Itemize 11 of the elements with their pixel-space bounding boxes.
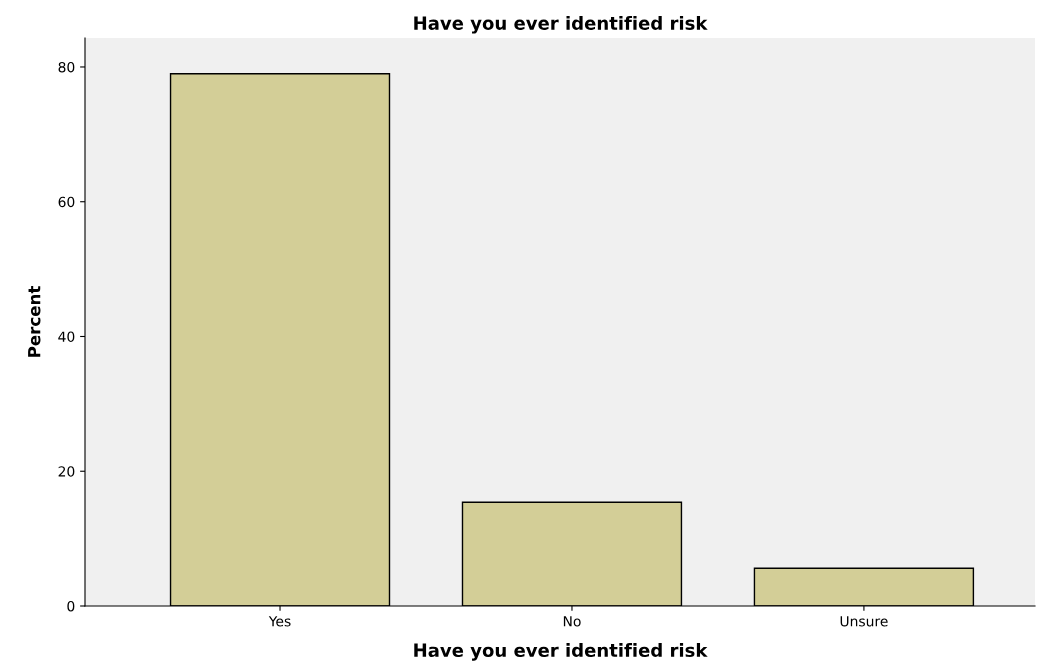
y-tick-label: 0 [67, 600, 75, 612]
x-axis-title: Have you ever identified risk [414, 643, 708, 661]
y-tick-label: 80 [58, 61, 75, 73]
y-axis-title: Percent [28, 286, 41, 357]
x-tick-label: No [563, 616, 581, 627]
y-tick-label: 40 [58, 331, 75, 342]
x-tick-label: Yes [268, 616, 291, 627]
x-tick-label: Unsure [840, 616, 888, 627]
y-tick-label: 20 [58, 466, 75, 477]
chart-title: Have you ever identified risk [414, 15, 708, 34]
y-tick-label: 60 [58, 196, 75, 208]
